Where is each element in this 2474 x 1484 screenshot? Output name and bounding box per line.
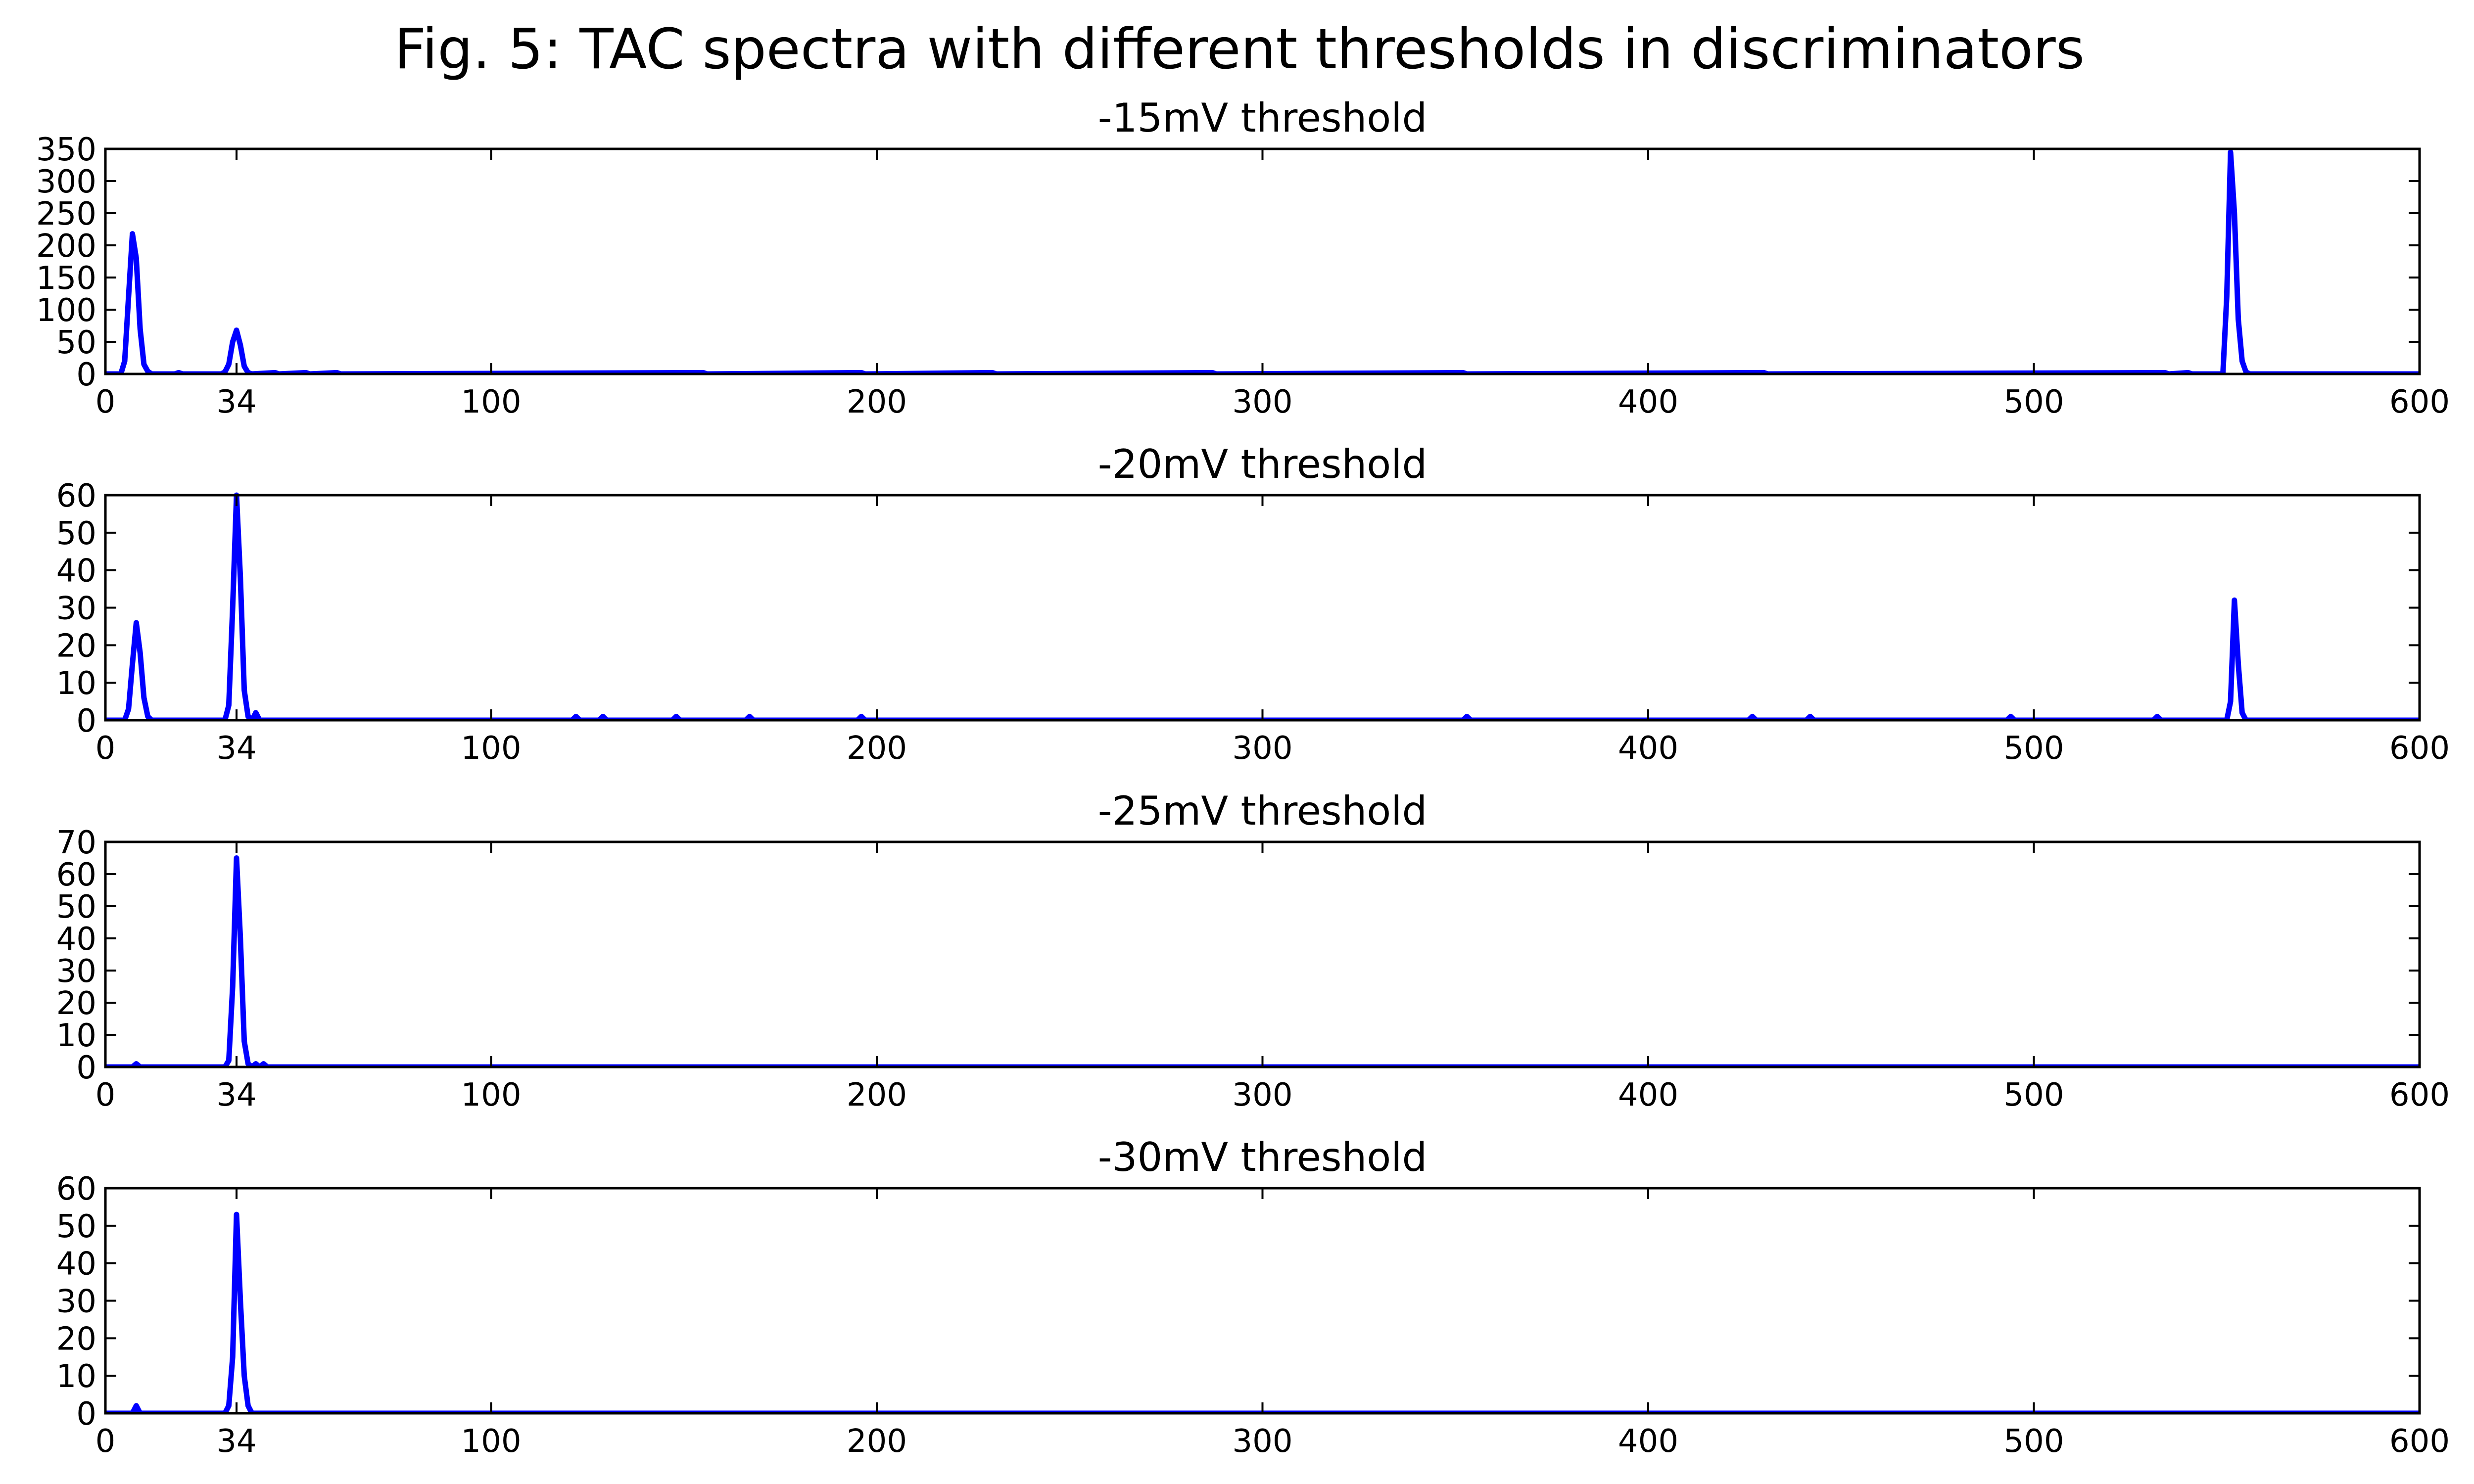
x-tick-label: 0: [95, 1077, 116, 1113]
x-tick-label: 0: [95, 730, 116, 767]
y-tick-label: 60: [56, 478, 96, 514]
y-tick-label: 0: [76, 703, 96, 740]
x-tick-label: 100: [461, 384, 521, 420]
y-tick-label: 250: [36, 196, 96, 232]
x-tick-label: 400: [1618, 1077, 1678, 1113]
x-tick-label: 34: [216, 384, 256, 420]
x-tick-label: 200: [847, 1077, 907, 1113]
x-tick-label: 400: [1618, 730, 1678, 767]
y-tick-label: 20: [56, 628, 96, 664]
subplot-title: -20mV threshold: [1098, 441, 1427, 487]
y-tick-label: 50: [56, 515, 96, 552]
plot-frame: [104, 147, 2421, 375]
x-tick-label: 34: [216, 1423, 256, 1460]
x-tick-label: 300: [1232, 1077, 1292, 1113]
y-tick-label: 20: [56, 985, 96, 1022]
y-tick-label: 0: [76, 1050, 96, 1086]
x-tick-label: 400: [1618, 1423, 1678, 1460]
x-tick-label: 34: [216, 730, 256, 767]
y-tick-label: 50: [56, 1208, 96, 1245]
x-tick-label: 600: [2389, 1077, 2450, 1113]
y-tick-label: 10: [56, 1018, 96, 1054]
plot-frame: [104, 1187, 2421, 1415]
y-tick-label: 40: [56, 1246, 96, 1283]
x-tick-label: 300: [1232, 384, 1292, 420]
x-tick-label: 600: [2389, 384, 2450, 420]
y-tick-label: 100: [36, 292, 96, 329]
x-tick-label: 200: [847, 1423, 907, 1460]
y-tick-label: 40: [56, 553, 96, 590]
y-tick-label: 200: [36, 228, 96, 265]
x-tick-label: 300: [1232, 730, 1292, 767]
x-tick-label: 500: [2003, 384, 2064, 420]
y-tick-label: 30: [56, 953, 96, 990]
y-tick-label: 150: [36, 260, 96, 297]
plot-frame: [104, 840, 2421, 1068]
x-tick-label: 600: [2389, 730, 2450, 767]
y-tick-label: 40: [56, 921, 96, 958]
x-tick-label: 600: [2389, 1423, 2450, 1460]
x-tick-label: 300: [1232, 1423, 1292, 1460]
series-line: [105, 855, 2420, 1067]
figure-title: Fig. 5: TAC spectra with different thres…: [394, 17, 2085, 82]
x-tick-label: 0: [95, 384, 116, 420]
y-tick-label: 350: [36, 132, 96, 168]
y-tick-label: 0: [76, 357, 96, 393]
y-tick-label: 30: [56, 591, 96, 627]
y-tick-label: 10: [56, 665, 96, 702]
x-tick-label: 500: [2003, 1423, 2064, 1460]
y-tick-label: 20: [56, 1321, 96, 1357]
x-tick-label: 100: [461, 1423, 521, 1460]
series-line: [105, 1211, 2420, 1413]
x-tick-label: 100: [461, 1077, 521, 1113]
y-tick-label: 60: [56, 1171, 96, 1207]
y-tick-label: 70: [56, 825, 96, 861]
x-tick-label: 200: [847, 730, 907, 767]
x-tick-label: 0: [95, 1423, 116, 1460]
y-tick-label: 50: [56, 889, 96, 926]
series-line: [105, 149, 2420, 374]
x-tick-label: 100: [461, 730, 521, 767]
series-line: [105, 492, 2420, 720]
x-tick-label: 400: [1618, 384, 1678, 420]
subplot-title: -15mV threshold: [1098, 95, 1427, 141]
y-tick-label: 300: [36, 164, 96, 200]
subplot-title: -30mV threshold: [1098, 1134, 1427, 1180]
y-tick-label: 60: [56, 857, 96, 893]
y-tick-label: 50: [56, 325, 96, 361]
x-tick-label: 500: [2003, 730, 2064, 767]
y-tick-label: 30: [56, 1284, 96, 1320]
plot-frame: [104, 494, 2421, 722]
x-tick-label: 34: [216, 1077, 256, 1113]
y-tick-label: 10: [56, 1358, 96, 1395]
x-tick-label: 500: [2003, 1077, 2064, 1113]
x-tick-label: 200: [847, 384, 907, 420]
y-tick-label: 0: [76, 1396, 96, 1433]
subplot-title: -25mV threshold: [1098, 788, 1427, 834]
